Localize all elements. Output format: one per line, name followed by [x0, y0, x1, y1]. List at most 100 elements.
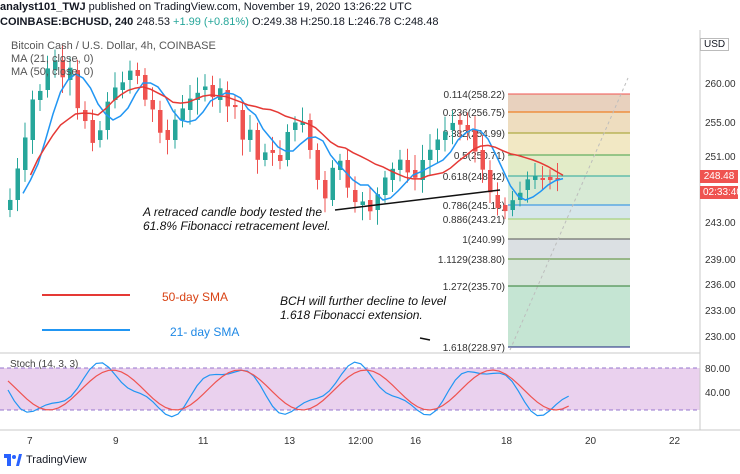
time-tick: 11	[198, 436, 209, 447]
candle-body	[8, 199, 13, 210]
fib-level-label: 1.1129(238.80)	[438, 255, 505, 266]
candle-body	[480, 150, 485, 170]
candle-body	[473, 130, 478, 152]
price-tick: 243.00	[705, 218, 736, 229]
candle-body	[308, 120, 313, 150]
tradingview-icon	[4, 454, 22, 466]
candle-body	[450, 122, 455, 130]
candle-body	[375, 194, 380, 210]
price-tick: 260.00	[705, 79, 736, 90]
publisher-header: analyst101_TWJ published on TradingView.…	[0, 0, 740, 14]
candle-body	[68, 67, 73, 80]
candle-body	[150, 100, 155, 110]
candle-body	[38, 90, 43, 100]
currency-button[interactable]: USD	[700, 38, 730, 51]
fib-trend-line	[509, 77, 629, 351]
candle-body	[263, 152, 268, 160]
published-text: published on TradingView.com, November 1…	[88, 1, 412, 13]
candle-body	[195, 92, 200, 100]
time-tick: 12:00	[348, 436, 373, 447]
candle-body	[525, 179, 530, 190]
countdown-tag: 02:33:40	[700, 186, 740, 199]
candle-body	[75, 70, 80, 109]
ohlc-values: O:249.38 H:250.18 L:246.78 C:248.48	[251, 16, 439, 28]
candle-body	[383, 177, 388, 195]
price-axis[interactable]: 260.00 255.00 251.00 243.00 239.00 236.00 233.…	[705, 79, 736, 343]
time-tick: 16	[410, 436, 422, 447]
fib-level-label: 0.786(245.15)	[443, 201, 505, 212]
current-price-tag: 248.48	[700, 170, 738, 183]
candle-body	[113, 87, 118, 100]
candle-body	[548, 177, 553, 180]
candle-body	[323, 180, 328, 199]
candle-body	[30, 99, 35, 140]
time-axis[interactable]: 7 9 11 13 12:00 16 18 20 22	[27, 436, 681, 447]
stoch-level: 40.00	[705, 388, 730, 399]
candle-body	[165, 130, 170, 140]
candle-body	[495, 195, 500, 208]
candle-body	[428, 149, 433, 160]
legend-ma21: MA (21, close, 0)	[11, 53, 94, 65]
sma50-label: 50-day SMA	[162, 290, 229, 304]
fib-level-label: 0.236(256.75)	[443, 108, 505, 119]
legend-title: Bitcoin Cash / U.S. Dollar, 4h, COINBASE	[11, 40, 216, 52]
candle-body	[218, 88, 223, 100]
candle-body	[503, 205, 508, 212]
stoch-label: Stoch (14, 3, 3)	[10, 359, 79, 370]
candle-body	[120, 82, 125, 90]
stoch-k-line	[7, 361, 569, 418]
candle-body	[98, 130, 103, 140]
candle-body	[488, 170, 493, 193]
candle-body	[330, 167, 335, 200]
candle-body	[23, 137, 28, 170]
candle-body	[555, 178, 560, 180]
candle-body	[203, 86, 208, 90]
price-tick: 251.00	[705, 152, 736, 163]
ma21-line	[22, 73, 564, 201]
price-tick: 236.00	[705, 280, 736, 291]
candle-body	[248, 129, 253, 140]
sma21-label: 21- day SMA	[170, 325, 240, 339]
time-tick: 13	[284, 436, 296, 447]
last-price: 248.53	[136, 16, 170, 28]
fibonacci-zones: 0.114(258.22)0.236(256.75)0.382(254.99)0…	[438, 90, 630, 354]
candle-body	[360, 201, 365, 205]
time-tick: 7	[27, 436, 33, 447]
candle-body	[128, 70, 133, 80]
candle-body	[285, 131, 290, 160]
fib-level-label: 0.618(248.42)	[443, 172, 505, 183]
candle-body	[90, 120, 95, 143]
fib-level-label: 0.5(250.71)	[454, 151, 505, 162]
time-tick: 22	[669, 436, 681, 447]
time-tick: 20	[585, 436, 597, 447]
candle-body	[158, 110, 163, 133]
candle-body	[173, 119, 178, 140]
brand-name: TradingView	[26, 454, 87, 466]
retrace-annotation: A retraced candle body tested the 61.8% …	[143, 205, 331, 233]
fib-level-label: 1.618(228.97)	[443, 343, 505, 354]
retrace-arrow	[334, 189, 501, 211]
price-chart[interactable]: 0.114(258.22)0.236(256.75)0.382(254.99)0…	[0, 30, 740, 454]
candle-body	[240, 110, 245, 140]
candle-body	[315, 150, 320, 180]
price-change: +1.99 (+0.81%)	[173, 16, 249, 28]
publisher-name[interactable]: analyst101_TWJ	[0, 1, 86, 13]
symbol-label: COINBASE:BCHUSD, 240	[0, 16, 134, 28]
candlesticks	[8, 44, 560, 225]
candle-body	[135, 70, 140, 76]
fib-level-label: 0.886(243.21)	[443, 215, 505, 226]
candle-body	[533, 176, 538, 180]
time-tick: 9	[113, 436, 119, 447]
ma50-line	[29, 86, 564, 180]
candle-body	[390, 168, 395, 180]
candle-body	[188, 98, 193, 110]
candle-body	[300, 121, 305, 125]
candle-body	[435, 139, 440, 150]
stoch-pane	[0, 352, 700, 418]
candle-body	[53, 60, 58, 70]
candle-body	[255, 130, 260, 160]
fib-level-label: 0.114(258.22)	[443, 90, 505, 101]
tradingview-logo[interactable]: TradingView	[4, 454, 87, 466]
decline-annotation: BCH will further decline to level 1.618 …	[280, 294, 447, 322]
stoch-d-line	[7, 369, 569, 411]
